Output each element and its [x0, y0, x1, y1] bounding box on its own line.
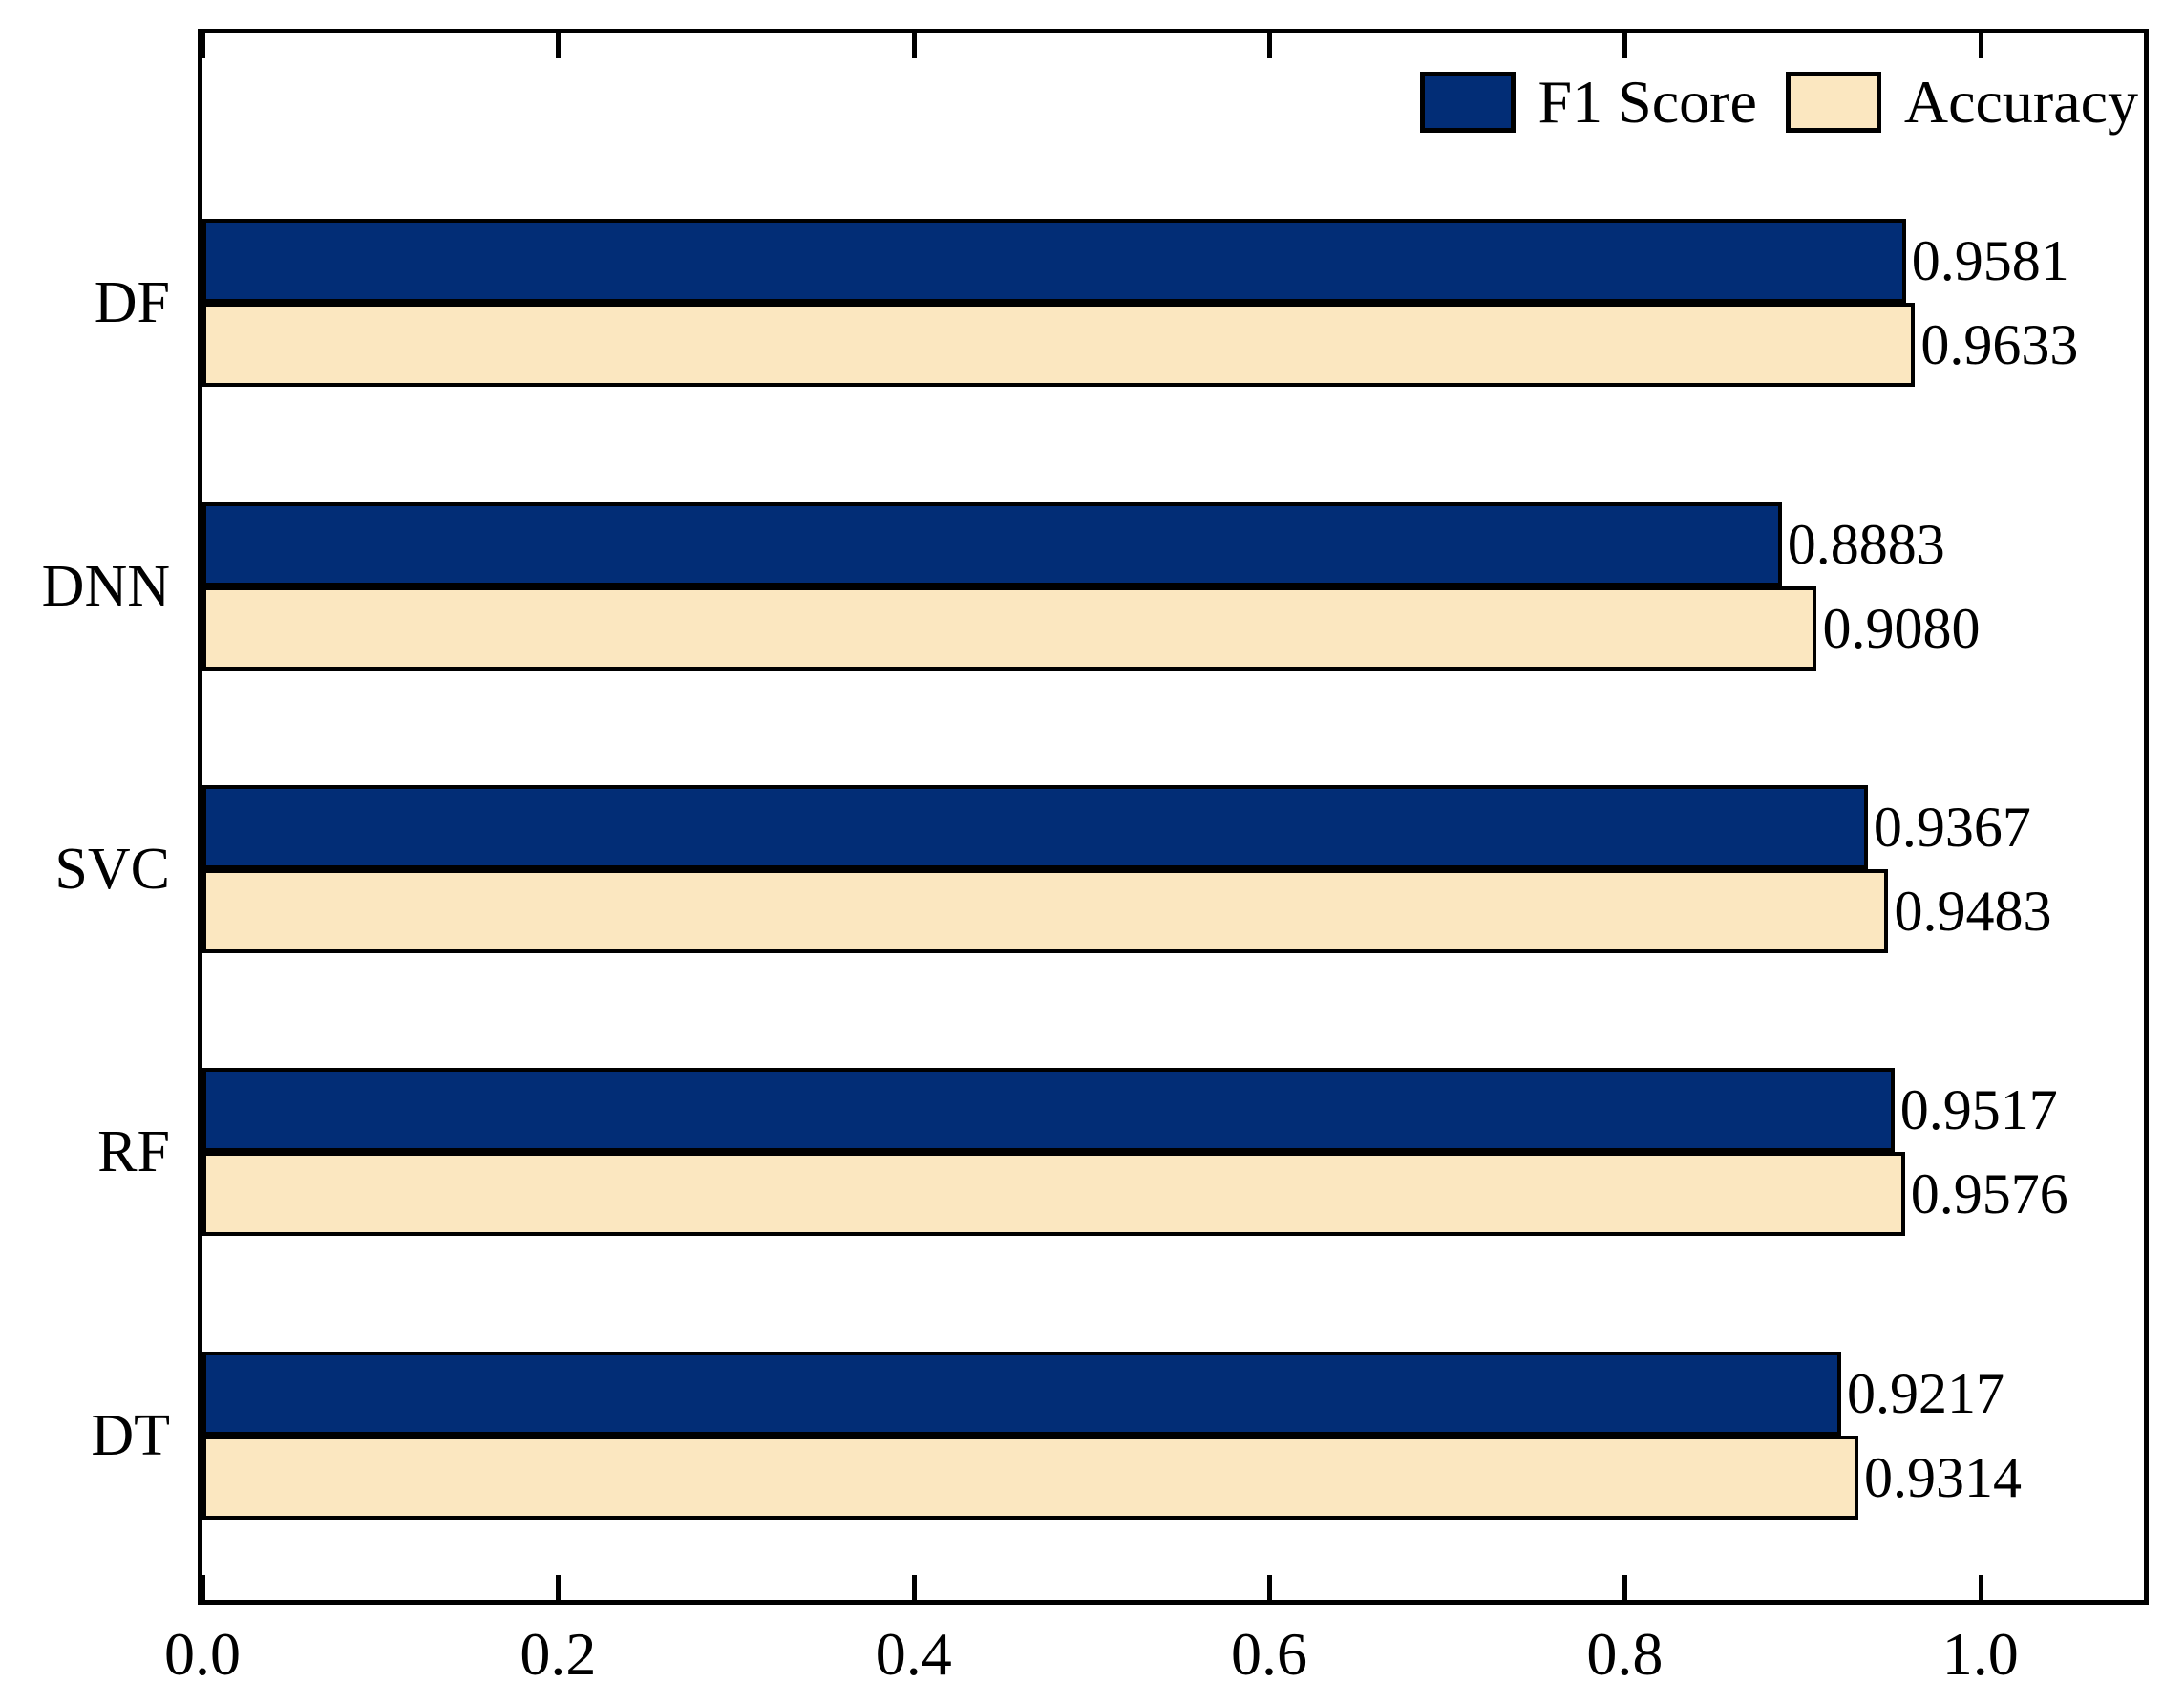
- x-tick-label-0.2: 0.2: [519, 1620, 597, 1688]
- x-tick-top-0.4: [911, 33, 917, 58]
- legend-label-f1-score: F1 Score: [1537, 68, 1757, 136]
- x-tick-bottom-1.0: [1978, 1575, 1983, 1600]
- f1-score-bar-df: [202, 219, 1906, 303]
- bar-value-label-f1-score-df: 0.9581: [1911, 229, 2069, 292]
- plot-inner: 0.9581 0.9633 0.8883 0.9080 0.9367 0.9483 0.95…: [201, 33, 2144, 1600]
- bar-value-label-f1-score-dt: 0.9217: [1846, 1362, 2004, 1425]
- legend-item-f1-score: F1 Score: [1419, 68, 1757, 136]
- f1-score-bar-dnn: [202, 502, 1782, 586]
- x-tick-label-0.8: 0.8: [1586, 1620, 1664, 1688]
- plot-area: 0.9581 0.9633 0.8883 0.9080 0.9367 0.9483 0.95…: [198, 29, 2149, 1605]
- bar-value-label-f1-score-rf: 0.9517: [1899, 1078, 2058, 1141]
- bar-value-label-accuracy-df: 0.9633: [1920, 313, 2079, 376]
- x-tick-top-0.8: [1622, 33, 1628, 58]
- accuracy-bar-dnn: [202, 586, 1817, 671]
- y-category-label-dnn: DNN: [41, 554, 170, 619]
- x-tick-label-1.0: 1.0: [1941, 1620, 2019, 1688]
- y-category-label-svc: SVC: [54, 837, 170, 902]
- y-category-label-df: DF: [94, 270, 170, 335]
- f1-score-bar-dt: [202, 1352, 1841, 1436]
- x-tick-top-0.2: [556, 33, 562, 58]
- legend: F1 Score Accuracy: [1419, 68, 2138, 136]
- x-tick-bottom-0.6: [1267, 1575, 1273, 1600]
- x-tick-top-1.0: [1978, 33, 1983, 58]
- y-axis-labels: DF DNN SVC RF DT: [0, 33, 170, 1600]
- x-tick-top-0.6: [1267, 33, 1273, 58]
- x-tick-bottom-0.0: [201, 1575, 205, 1600]
- legend-item-accuracy: Accuracy: [1785, 68, 2138, 136]
- x-tick-label-0.4: 0.4: [875, 1620, 952, 1688]
- x-tick-bottom-0.4: [911, 1575, 917, 1600]
- f1-score-bar-rf: [202, 1068, 1895, 1152]
- bar-value-label-accuracy-rf: 0.9576: [1910, 1162, 2068, 1225]
- x-tick-top-0.0: [201, 33, 205, 58]
- accuracy-bar-rf: [202, 1152, 1905, 1236]
- x-tick-bottom-0.8: [1622, 1575, 1628, 1600]
- accuracy-bar-dt: [202, 1436, 1858, 1520]
- y-category-label-dt: DT: [91, 1403, 170, 1468]
- x-tick-label-0.0: 0.0: [164, 1620, 241, 1688]
- legend-label-accuracy: Accuracy: [1903, 68, 2138, 136]
- f1-score-bar-svc: [202, 785, 1868, 869]
- bar-value-label-f1-score-dnn: 0.8883: [1787, 513, 1945, 576]
- bar-value-label-accuracy-svc: 0.9483: [1894, 880, 2052, 943]
- accuracy-bar-svc: [202, 869, 1889, 953]
- x-tick-bottom-0.2: [556, 1575, 562, 1600]
- bar-value-label-accuracy-dnn: 0.9080: [1822, 597, 1981, 660]
- y-category-label-rf: RF: [97, 1119, 170, 1184]
- bar-value-label-accuracy-dt: 0.9314: [1864, 1446, 2022, 1509]
- bar-value-label-f1-score-svc: 0.9367: [1873, 796, 2031, 859]
- legend-swatch-accuracy: [1785, 72, 1881, 133]
- legend-swatch-f1-score: [1419, 72, 1516, 133]
- x-tick-label-0.6: 0.6: [1231, 1620, 1308, 1688]
- accuracy-bar-df: [202, 303, 1916, 387]
- x-axis-labels: 0.0 0.2 0.4 0.6 0.8 1.0: [164, 1620, 2144, 1700]
